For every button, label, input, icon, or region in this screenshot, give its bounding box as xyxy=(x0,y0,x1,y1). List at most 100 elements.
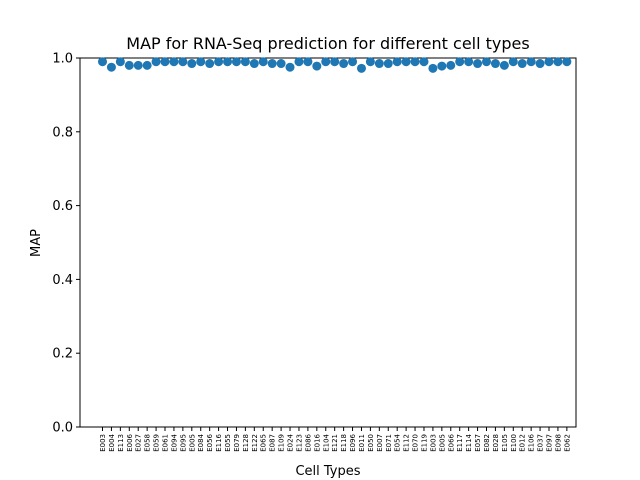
data-point xyxy=(562,57,572,67)
x-tick-label: E011 xyxy=(358,434,366,452)
data-point xyxy=(365,57,375,67)
x-tick-label: E079 xyxy=(233,434,241,452)
data-point xyxy=(481,57,491,67)
x-tick-label: E055 xyxy=(224,434,232,452)
data-point xyxy=(285,62,295,72)
data-point xyxy=(98,57,107,67)
y-axis: 0.0 0.2 0.4 0.6 0.8 1.0 xyxy=(52,52,80,436)
data-point xyxy=(437,61,447,71)
x-tick-label: E116 xyxy=(215,433,223,451)
data-point xyxy=(223,57,233,67)
x-tick-label: E056 xyxy=(206,433,214,451)
data-point xyxy=(464,57,474,67)
data-point xyxy=(231,57,241,67)
y-tick-label: 1.0 xyxy=(52,52,73,67)
x-tick-label: E024 xyxy=(287,433,295,451)
x-tick-label: E122 xyxy=(251,434,259,452)
x-tick-label: E057 xyxy=(474,434,482,452)
x-tick-label: E004 xyxy=(108,433,116,451)
data-point xyxy=(240,57,250,67)
data-points xyxy=(98,57,572,73)
data-point xyxy=(499,60,509,70)
x-tick-label: E087 xyxy=(269,434,277,452)
data-point xyxy=(455,57,465,67)
data-point xyxy=(249,59,259,69)
data-point xyxy=(526,57,536,67)
x-tick-label: E112 xyxy=(403,434,411,452)
x-tick-label: E104 xyxy=(322,433,330,451)
data-point xyxy=(401,57,411,67)
x-tick-label: E128 xyxy=(242,434,250,452)
x-tick-label: E084 xyxy=(197,433,205,451)
data-point xyxy=(205,59,215,69)
data-point xyxy=(133,60,143,70)
y-tick-label: 0.6 xyxy=(52,199,73,214)
x-tick-label: E123 xyxy=(295,434,303,452)
data-point xyxy=(544,57,554,67)
x-axis: E003 E004 E113 E006 E027 E058 E059 E061 E094 E095… xyxy=(99,427,571,452)
chart-title: MAP for RNA-Seq prediction for different… xyxy=(126,34,529,53)
x-tick-label: E121 xyxy=(331,434,339,452)
data-point xyxy=(473,59,483,69)
x-tick-label: E097 xyxy=(546,434,554,452)
data-point xyxy=(348,57,358,67)
x-axis-label: Cell Types xyxy=(295,464,360,479)
data-point xyxy=(330,57,340,67)
x-tick-label: E003 xyxy=(99,434,107,452)
x-tick-label: E003 xyxy=(429,434,437,452)
x-tick-label: E105 xyxy=(501,434,509,452)
y-tick-label: 0.4 xyxy=(52,273,73,288)
data-point xyxy=(356,63,366,73)
x-tick-label: E070 xyxy=(412,434,420,452)
data-point xyxy=(419,57,429,67)
x-tick-label: E012 xyxy=(519,434,527,452)
x-tick-label: E082 xyxy=(483,434,491,452)
data-point xyxy=(553,57,563,67)
data-point xyxy=(312,61,322,71)
x-tick-label: E037 xyxy=(537,434,545,452)
x-tick-label: E117 xyxy=(456,434,464,452)
data-point xyxy=(490,59,500,69)
data-point xyxy=(169,57,179,67)
y-tick-label: 0.8 xyxy=(52,125,73,140)
data-point xyxy=(187,59,197,69)
data-point xyxy=(151,57,161,67)
x-tick-label: E028 xyxy=(492,434,500,452)
x-tick-label: E006 xyxy=(126,433,134,451)
x-tick-label: E050 xyxy=(367,434,375,452)
data-point xyxy=(267,59,277,69)
x-tick-label: E071 xyxy=(385,434,393,452)
x-tick-label: E119 xyxy=(420,434,428,452)
y-axis-label: MAP xyxy=(29,229,44,257)
data-point xyxy=(517,59,527,69)
x-tick-label: E065 xyxy=(260,434,268,452)
data-point xyxy=(303,57,313,67)
y-tick-label: 0.2 xyxy=(52,347,73,362)
data-point xyxy=(276,59,286,69)
data-point xyxy=(160,57,170,67)
x-tick-label: E005 xyxy=(188,434,196,452)
data-point xyxy=(142,60,152,70)
data-point xyxy=(339,59,349,69)
data-point xyxy=(258,57,268,67)
x-tick-label: E005 xyxy=(438,434,446,452)
data-point xyxy=(321,57,331,67)
x-tick-label: E100 xyxy=(510,434,518,452)
x-tick-label: E007 xyxy=(376,434,384,452)
data-point xyxy=(410,57,420,67)
x-tick-label: E094 xyxy=(170,433,178,451)
data-point xyxy=(214,57,224,67)
data-point xyxy=(428,63,438,73)
x-tick-label: E027 xyxy=(135,434,143,452)
x-tick-label: E054 xyxy=(394,433,402,451)
data-point xyxy=(196,57,206,67)
data-point xyxy=(392,57,402,67)
x-tick-label: E098 xyxy=(554,434,562,452)
data-point xyxy=(294,57,304,67)
data-point xyxy=(178,57,188,67)
data-point xyxy=(446,60,456,70)
data-point xyxy=(535,59,545,69)
x-tick-label: E114 xyxy=(465,433,473,451)
